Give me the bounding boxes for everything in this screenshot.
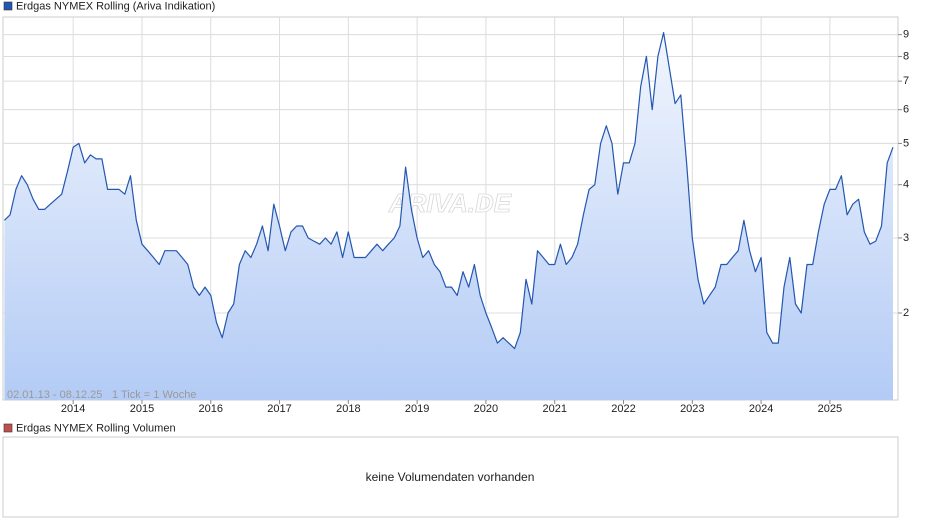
y-tick-label: 9: [903, 29, 909, 41]
legend-swatch: [3, 423, 13, 433]
y-tick-label: 7: [903, 75, 909, 87]
x-tick-label: 2016: [199, 403, 223, 415]
x-tick-label: 2025: [818, 403, 842, 415]
x-tick-label: 2024: [749, 403, 773, 415]
y-tick-label: 8: [903, 50, 909, 62]
y-tick-label: 2: [903, 307, 909, 319]
area: [4, 32, 893, 400]
x-tick-label: 2014: [61, 403, 85, 415]
x-tick-label: 2018: [336, 403, 360, 415]
x-tick-label: 2021: [542, 403, 566, 415]
x-tick-label: 2020: [474, 403, 498, 415]
x-tick-label: 2023: [680, 403, 704, 415]
y-tick-label: 3: [903, 232, 909, 244]
y-tick-label: 4: [903, 179, 909, 191]
volume-message: keine Volumendaten vorhanden: [366, 470, 535, 484]
x-tick-label: 2017: [267, 403, 291, 415]
tick-note: 1 Tick = 1 Woche: [112, 389, 196, 401]
line: [3, 32, 894, 350]
x-tick-label: 2015: [130, 403, 154, 415]
y-tick-label: 6: [903, 104, 909, 116]
date-range: 02.01.13 - 08.12.25: [7, 389, 102, 401]
legend-swatch: [3, 1, 13, 11]
legend-label: Erdgas NYMEX Rolling (Ariva Indikation): [16, 0, 215, 12]
x-tick-label: 2019: [405, 403, 429, 415]
volume-title: Erdgas NYMEX Rolling Volumen: [16, 422, 176, 434]
y-tick-label: 5: [903, 137, 909, 149]
x-tick-label: 2022: [611, 403, 635, 415]
volume-panel: [2, 436, 899, 518]
